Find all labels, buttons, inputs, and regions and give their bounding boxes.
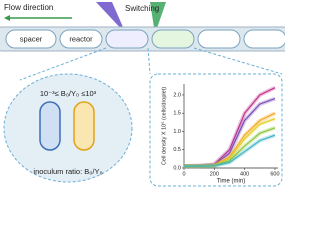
- spacer-droplet: [5, 29, 57, 49]
- flow-label: Flow direction: [4, 3, 53, 12]
- y-tick-label: 0.0: [173, 165, 181, 171]
- reactor-droplet: [59, 29, 103, 49]
- x-tick-label: 200: [210, 171, 219, 177]
- droplet: [151, 29, 195, 49]
- arrowhead: [4, 15, 10, 21]
- switch-label: Switching: [125, 4, 159, 13]
- ratio-caption: inoculum ratio: B₀/Y₀: [33, 167, 102, 176]
- reactor-label: reactor: [69, 34, 93, 43]
- chart: 0.0 0.5 1.0 1.5 2.0 0 200 400 600 Time (min) Cell …: [160, 84, 280, 185]
- figure: Flow direction Switching spacer reactor …: [0, 2, 285, 187]
- ratio-range: 10⁻³≤ B₀/Y₀ ≤10³: [40, 89, 97, 98]
- y-axis-label: Cell density X 10⁵ (cells/droplet): [160, 87, 167, 165]
- x-tick-label: 0: [182, 171, 185, 177]
- magnified-droplet: [3, 73, 133, 183]
- series-line: [184, 134, 276, 167]
- chart-frame: [149, 73, 283, 187]
- y-tick-label: 1.5: [173, 111, 181, 117]
- x-tick-label: 400: [240, 171, 249, 177]
- x-tick-label: 600: [270, 171, 279, 177]
- light-cone: [96, 2, 126, 34]
- light-cone: [150, 2, 166, 34]
- droplet: [243, 29, 285, 49]
- y-tick-label: 1.0: [173, 129, 181, 135]
- y-tick-label: 2.0: [173, 92, 181, 98]
- x-axis-label: Time (min): [217, 179, 245, 185]
- spacer-label: spacer: [20, 34, 43, 43]
- droplet: [197, 29, 241, 49]
- y-tick-label: 0.5: [173, 147, 181, 153]
- droplet: [105, 29, 149, 49]
- zoom-lines: [19, 47, 283, 81]
- cell-b: [39, 101, 61, 151]
- cell-y: [73, 101, 95, 151]
